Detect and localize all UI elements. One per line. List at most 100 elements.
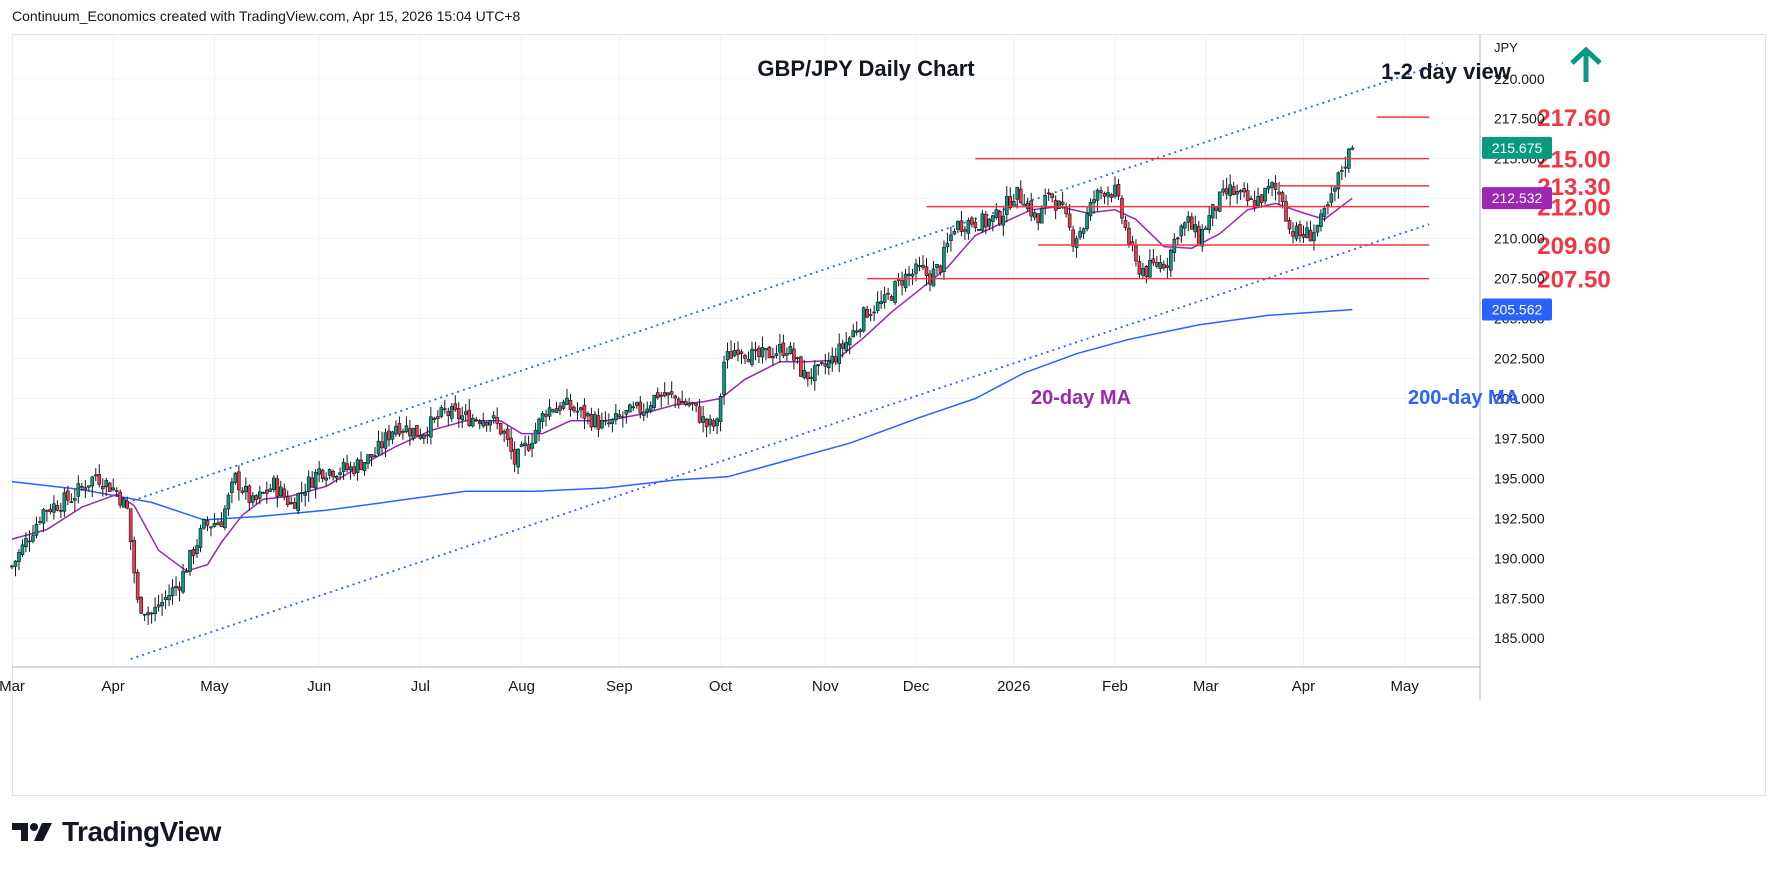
- candle-body: [1116, 183, 1121, 197]
- y-tick-label: 185.000: [1494, 630, 1545, 646]
- candle-body: [1200, 228, 1205, 247]
- candle-body: [771, 356, 775, 359]
- candle: [596, 408, 601, 438]
- candle: [254, 494, 259, 505]
- price-badge-bg: [1482, 298, 1552, 321]
- candle-body: [858, 329, 862, 333]
- candle-body: [774, 353, 779, 357]
- candle: [345, 454, 349, 473]
- candle-body: [258, 491, 262, 499]
- y-tick-label: 192.500: [1494, 510, 1545, 526]
- candle-body: [607, 422, 611, 425]
- candle: [575, 402, 580, 420]
- level-label-217.60: 217.60: [1537, 105, 1610, 132]
- candle: [662, 382, 667, 398]
- candle-body: [1113, 184, 1117, 197]
- candle: [174, 576, 178, 596]
- candle: [104, 477, 109, 497]
- candle-body: [715, 418, 719, 427]
- candle-body: [809, 376, 814, 379]
- candle: [1228, 174, 1232, 207]
- candle-body: [90, 476, 95, 487]
- candle: [1039, 205, 1044, 224]
- candle: [1078, 226, 1082, 240]
- candle: [216, 518, 220, 526]
- candle-body: [610, 419, 615, 425]
- candle-body: [418, 435, 423, 439]
- candle-body: [816, 364, 821, 367]
- candle-body: [380, 441, 384, 449]
- candle: [1036, 213, 1040, 231]
- candle: [299, 481, 304, 503]
- candle-body: [38, 521, 42, 523]
- candle: [621, 411, 625, 428]
- candle-body: [432, 417, 437, 420]
- candle: [771, 347, 775, 366]
- candle: [404, 416, 409, 433]
- candle-body: [1350, 147, 1355, 150]
- candle-body: [655, 392, 660, 398]
- candle-body: [219, 521, 224, 527]
- candle: [701, 406, 705, 433]
- candle: [1043, 188, 1047, 215]
- candle-body: [59, 510, 63, 512]
- candle: [1322, 205, 1327, 222]
- candle-body: [980, 213, 985, 231]
- moving-averages: [11, 197, 1353, 572]
- candle-body: [736, 349, 740, 355]
- candle: [470, 413, 475, 428]
- candle-body: [345, 463, 349, 470]
- candle: [320, 468, 325, 483]
- candle: [788, 342, 793, 355]
- candle: [212, 513, 217, 528]
- candle-body: [373, 455, 377, 457]
- candle-body: [27, 540, 32, 543]
- candle: [708, 414, 712, 434]
- candle: [41, 507, 46, 532]
- price-badge-bg: [1482, 136, 1552, 159]
- candle-body: [1277, 191, 1281, 195]
- channel-upper-line: [126, 61, 1444, 504]
- candle: [1088, 198, 1093, 221]
- candle-body: [1120, 197, 1124, 219]
- candle-body: [1193, 224, 1198, 233]
- candle: [655, 387, 660, 400]
- candle-body: [97, 474, 102, 485]
- candle-body: [537, 418, 541, 433]
- candle-body: [956, 221, 960, 230]
- candle: [1120, 195, 1124, 225]
- candle-body: [104, 480, 109, 488]
- candle-body: [861, 307, 866, 332]
- candle-body: [725, 351, 730, 361]
- candle-body: [868, 314, 873, 316]
- candle: [1200, 224, 1205, 252]
- candle-body: [1057, 200, 1061, 209]
- candle: [530, 434, 534, 458]
- candle: [230, 477, 234, 504]
- candle: [858, 328, 862, 338]
- candle: [45, 509, 49, 522]
- candle: [233, 472, 238, 485]
- candle: [1186, 211, 1191, 232]
- candle: [1249, 195, 1253, 200]
- x-tick-label: May: [200, 678, 229, 695]
- candle: [1106, 186, 1110, 206]
- candle: [1137, 255, 1142, 279]
- candle: [261, 491, 266, 495]
- candle-body: [952, 230, 957, 235]
- ma200-label: 200-day MA: [1408, 387, 1519, 409]
- price-badge-bg: [1482, 187, 1552, 210]
- candle: [1350, 145, 1355, 151]
- candle-body: [1210, 204, 1215, 219]
- candle: [237, 465, 241, 501]
- candle: [156, 594, 161, 612]
- candle-body: [481, 420, 486, 427]
- candle-body: [52, 503, 56, 513]
- candle: [415, 425, 419, 437]
- candle: [1018, 180, 1023, 204]
- candle-body: [963, 229, 967, 232]
- candle-body: [341, 461, 346, 472]
- candle-body: [1001, 215, 1006, 226]
- candle-body: [1081, 228, 1086, 234]
